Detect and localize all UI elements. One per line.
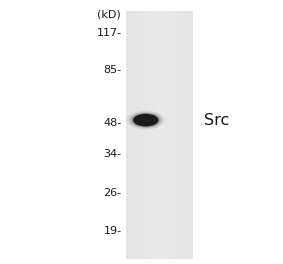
Bar — [165, 11, 166, 259]
Ellipse shape — [127, 111, 165, 130]
Bar — [189, 11, 190, 259]
Bar — [166, 11, 167, 259]
Bar — [136, 11, 137, 259]
Bar — [145, 11, 146, 259]
Bar — [162, 11, 164, 259]
Ellipse shape — [131, 113, 160, 128]
Bar — [188, 11, 189, 259]
Bar — [184, 11, 185, 259]
Text: 48-: 48- — [104, 118, 122, 128]
Bar — [148, 11, 149, 259]
Bar — [177, 11, 178, 259]
Bar — [173, 11, 174, 259]
Bar — [144, 11, 145, 259]
Bar — [134, 11, 135, 259]
Bar — [170, 11, 172, 259]
Bar — [167, 11, 168, 259]
Bar — [142, 11, 143, 259]
Text: 34-: 34- — [104, 149, 122, 159]
Bar — [132, 11, 134, 259]
Bar — [186, 11, 187, 259]
Bar — [153, 11, 154, 259]
Bar — [135, 11, 136, 259]
Bar — [137, 11, 138, 259]
Bar — [169, 11, 171, 259]
Text: Src: Src — [204, 113, 229, 128]
Bar — [175, 11, 176, 259]
Text: 85-: 85- — [104, 65, 122, 75]
Bar — [140, 11, 142, 259]
Bar — [190, 11, 192, 259]
Bar — [185, 11, 186, 259]
Bar — [130, 11, 132, 259]
Bar — [180, 11, 182, 259]
Bar — [171, 11, 173, 259]
Bar — [187, 11, 188, 259]
Bar — [147, 11, 148, 259]
Bar — [138, 11, 140, 259]
Bar — [191, 11, 193, 259]
Bar — [183, 11, 184, 259]
Bar — [168, 11, 170, 259]
Bar — [139, 11, 141, 259]
Text: 19-: 19- — [104, 226, 122, 236]
Bar — [179, 11, 181, 259]
Bar — [151, 11, 153, 259]
Text: 26-: 26- — [104, 188, 122, 198]
Bar — [126, 11, 192, 259]
Bar — [143, 11, 144, 259]
Bar — [128, 11, 130, 259]
Bar — [154, 11, 155, 259]
Bar — [159, 11, 160, 259]
Bar — [126, 11, 127, 259]
Bar — [181, 11, 183, 259]
Bar — [150, 11, 152, 259]
Bar — [158, 11, 160, 259]
Bar — [176, 11, 177, 259]
Text: 117-: 117- — [97, 28, 122, 38]
Bar — [155, 11, 156, 259]
Bar — [173, 11, 175, 259]
Bar — [156, 11, 157, 259]
Ellipse shape — [129, 112, 162, 128]
Bar — [160, 11, 162, 259]
Bar — [157, 11, 158, 259]
Bar — [149, 11, 151, 259]
Text: (kD): (kD) — [97, 9, 121, 19]
Bar — [132, 11, 133, 259]
Ellipse shape — [133, 114, 158, 126]
Bar — [161, 11, 163, 259]
Bar — [129, 11, 131, 259]
Bar — [178, 11, 179, 259]
Bar — [146, 11, 147, 259]
Bar — [127, 11, 128, 259]
Bar — [164, 11, 165, 259]
